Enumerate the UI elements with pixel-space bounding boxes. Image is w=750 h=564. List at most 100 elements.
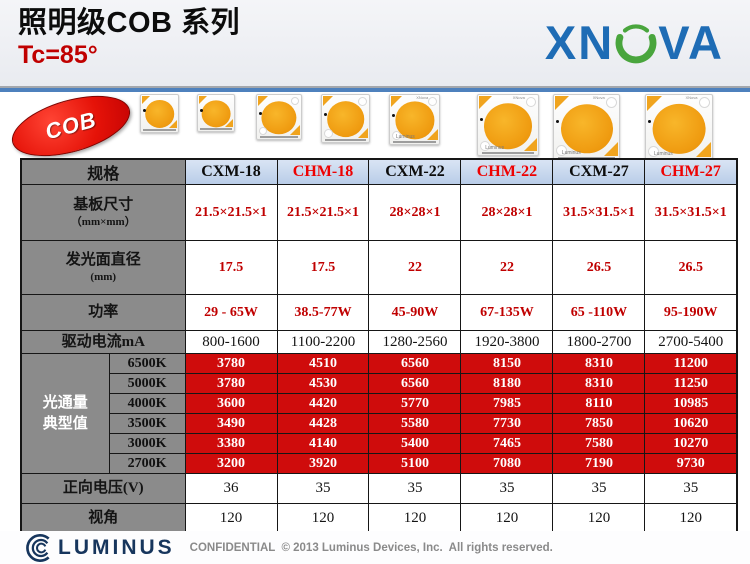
corner-triangle [604,142,618,156]
module-edge-bar [259,136,299,138]
flux-value-cell: 5100 [368,453,462,474]
table-row: 发光面直径 (mm) 17.5 17.5 22 22 26.5 26.5 [20,240,738,295]
table-row: 基板尺寸 （mm×mm） 21.5×21.5×1 21.5×21.5×1 28×28×1… [20,184,738,241]
mounting-hole [259,127,267,135]
product-strip: COB XNova Luminus XNova Luminus XNova Luminus… [0,84,750,168]
module-brand-text: Luminus [561,150,581,156]
corner-triangle [258,96,268,106]
module-brand-text: Luminus [653,151,673,157]
spec-value-cell: 26.5 [644,240,738,295]
spec-value-cell: 120 [276,503,370,534]
column-header-chm-22: CHM-22 [460,158,554,185]
led-module-image: XNova Luminus [477,94,539,156]
table-row: 5000K 3780 4530 6560 8180 8310 11250 [21,373,738,394]
led-module-image: XNova Luminus [553,94,620,161]
corner-triangle [555,96,569,110]
spec-value-cell: 1920-3800 [460,330,554,354]
spec-value-cell: 95-190W [644,294,738,331]
flux-value-cell: 3780 [184,373,278,394]
flux-value-cell: 8180 [460,373,554,394]
table-row: 驱动电流mA 800-1600 1100-2200 1280-2560 1920-380… [20,330,738,354]
spec-value-cell: 35 [644,473,738,504]
module-brand-text: Luminus [485,145,505,151]
module-brand-text: Luminus [395,134,415,140]
spec-value-cell: 17.5 [184,240,278,295]
spec-value-cell: 65 -110W [552,294,646,331]
corner-triangle [290,125,300,135]
spec-value-cell: 120 [184,503,278,534]
cct-label: 6500K [108,353,186,374]
cct-label: 5000K [108,373,186,394]
slide-footer: LUMINUS CONFIDENTIAL © 2013 Luminus Devi… [0,531,750,564]
module-edge-bar [392,141,437,143]
flux-value-cell: 8110 [552,393,646,414]
module-brand-text: XNova [416,95,429,100]
mounting-hole [324,129,333,138]
spec-value-cell: 2700-5400 [644,330,738,354]
flux-value-cell: 11200 [644,353,738,374]
corner-triangle [199,96,207,104]
row-label: 发光面直径 (mm) [20,240,186,295]
corner-triangle [323,96,333,106]
alignment-dot [200,108,203,112]
flux-value-cell: 3920 [276,453,370,474]
row-label: 视角 [20,503,186,534]
corner-triangle [225,119,233,127]
corner-triangle [427,129,438,140]
flux-value-cell: 4510 [276,353,370,374]
corner-triangle [479,96,492,109]
flux-value-cell: 6560 [368,373,462,394]
blue-divider [0,86,750,92]
spec-table: 规格 CXM-18 CHM-18 CXM-22 CHM-22 CXM-27 CHM-27 基… [20,158,738,535]
spec-value-cell: 21.5×21.5×1 [276,184,370,241]
alignment-dot [259,111,262,115]
flux-value-cell: 3600 [184,393,278,414]
module-edge-bar [481,152,535,154]
flux-value-cell: 5580 [368,413,462,434]
row-label: 功率 [20,294,186,331]
spec-value-cell: 31.5×31.5×1 [644,184,738,241]
corner-triangle [142,96,150,104]
alignment-dot [324,112,327,116]
spec-value-cell: 22 [368,240,462,295]
luminus-wordmark: LUMINUS [58,536,175,559]
corner-triangle [647,96,662,111]
mounting-hole [648,146,659,157]
luminus-arcs-icon [26,533,50,562]
table-row: 3000K 3380 4140 5400 7465 7580 10270 [21,433,738,454]
flux-value-cell: 7580 [552,433,646,454]
mounting-hole [291,97,299,105]
led-module-image: XNova Luminus [389,94,440,145]
mounting-hole [526,97,536,107]
alignment-dot [143,109,146,113]
led-module-image [256,94,302,140]
mounting-hole [699,97,710,108]
spec-value-cell: 1280-2560 [368,330,462,354]
flux-value-cell: 5400 [368,433,462,454]
module-edge-bar [324,139,367,141]
flux-value-cell: 7985 [460,393,554,414]
spec-value-cell: 1100-2200 [276,330,370,354]
table-row: 正向电压(V) 36 35 35 35 35 35 [20,473,738,504]
module-edge-bar [143,129,176,131]
flux-value-cell: 11250 [644,373,738,394]
xnova-o-swoosh-icon [615,24,657,64]
cob-badge-label: COB [42,106,100,145]
flux-value-cell: 3490 [184,413,278,434]
flux-value-cell: 10270 [644,433,738,454]
spec-value-cell: 120 [368,503,462,534]
table-row: 3500K 3490 4428 5580 7730 7850 10620 [21,413,738,434]
mounting-hole [556,145,567,156]
flux-value-cell: 3200 [184,453,278,474]
cct-label: 3000K [108,433,186,454]
spec-value-cell: 28×28×1 [460,184,554,241]
spec-value-cell: 22 [460,240,554,295]
column-header-chm-18: CHM-18 [276,158,370,185]
row-label: 正向电压(V) [20,473,186,504]
page-title: 照明级COB 系列 [18,7,241,39]
flux-value-cell: 4530 [276,373,370,394]
spec-value-cell: 29 - 65W [184,294,278,331]
spec-value-cell: 35 [276,473,370,504]
page-subtitle: Tc=85° [18,40,98,69]
